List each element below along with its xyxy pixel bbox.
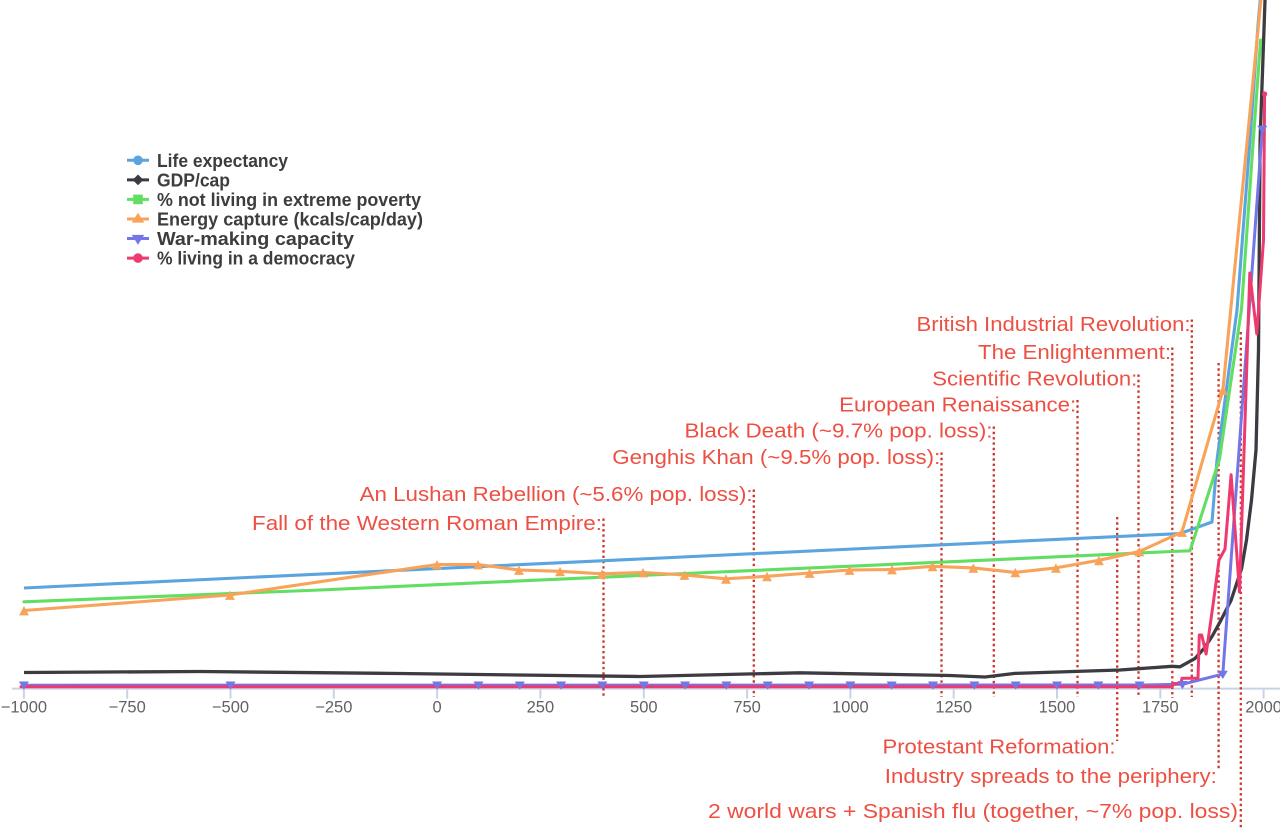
svg-text:−250: −250: [315, 699, 352, 717]
svg-text:−500: −500: [212, 699, 249, 717]
svg-text:750: 750: [733, 699, 761, 717]
svg-text:1000: 1000: [832, 699, 869, 717]
svg-text:1500: 1500: [1039, 699, 1076, 717]
svg-text:Life expectancy: Life expectancy: [157, 150, 289, 171]
svg-text:Industry spreads to the periph: Industry spreads to the periphery:: [885, 766, 1217, 788]
svg-text:Scientific Revolution:: Scientific Revolution:: [932, 369, 1137, 391]
svg-text:An Lushan Rebellion (~5.6% pop: An Lushan Rebellion (~5.6% pop. loss):: [360, 484, 753, 506]
svg-text:% not living in extreme povert: % not living in extreme poverty: [157, 189, 422, 210]
svg-text:Energy capture (kcals/cap/day): Energy capture (kcals/cap/day): [157, 209, 423, 230]
svg-text:2000: 2000: [1245, 699, 1280, 717]
svg-text:Genghis Khan (~9.5% pop. loss): Genghis Khan (~9.5% pop. loss):: [612, 447, 940, 469]
svg-text:British Industrial Revolution:: British Industrial Revolution:: [917, 314, 1191, 336]
svg-text:−1000: −1000: [1, 699, 47, 717]
svg-text:0: 0: [433, 699, 442, 717]
svg-text:Black Death (~9.7% pop. loss):: Black Death (~9.7% pop. loss):: [685, 421, 993, 443]
svg-text:European Renaissance:: European Renaissance:: [839, 395, 1076, 417]
svg-text:GDP/cap: GDP/cap: [157, 170, 230, 191]
svg-text:1250: 1250: [935, 699, 972, 717]
svg-text:Fall of the Western Roman Empi: Fall of the Western Roman Empire:: [252, 513, 602, 535]
svg-text:The Enlightenment:: The Enlightenment:: [978, 342, 1171, 364]
svg-text:2 world wars + Spanish flu (to: 2 world wars + Spanish flu (together, ~7…: [708, 801, 1238, 823]
svg-text:Protestant Reformation:: Protestant Reformation:: [883, 737, 1116, 759]
svg-text:500: 500: [630, 699, 658, 717]
svg-text:−750: −750: [109, 699, 146, 717]
svg-text:250: 250: [527, 699, 555, 717]
svg-text:1750: 1750: [1142, 699, 1179, 717]
svg-text:% living in a democracy: % living in a democracy: [157, 248, 356, 269]
svg-text:War-making capacity: War-making capacity: [157, 228, 355, 249]
